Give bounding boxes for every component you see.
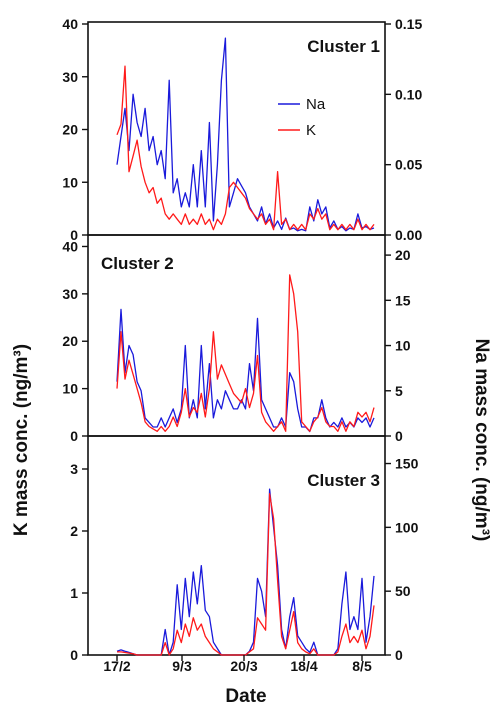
left-tick-label: 3 bbox=[70, 461, 78, 477]
x-tick-label: 17/2 bbox=[103, 658, 130, 674]
right-tick-label: 0 bbox=[395, 428, 403, 444]
right-tick-label: 20 bbox=[395, 247, 411, 263]
left-tick-label: 0 bbox=[70, 647, 78, 663]
left-tick-label: 1 bbox=[70, 585, 78, 601]
series-line-k bbox=[117, 493, 375, 656]
series-line-na bbox=[116, 37, 375, 232]
left-tick-label: 40 bbox=[62, 16, 78, 32]
y-axis-label-left: K mass conc. (ng/m³) bbox=[11, 344, 32, 536]
series-line-k bbox=[116, 274, 375, 432]
right-tick-label: 0.15 bbox=[395, 16, 422, 32]
right-tick-label: 50 bbox=[395, 583, 411, 599]
left-tick-label: 30 bbox=[62, 69, 78, 85]
left-tick-label: 30 bbox=[62, 286, 78, 302]
left-tick-label: 40 bbox=[62, 238, 78, 254]
left-tick-label: 20 bbox=[62, 333, 78, 349]
panel-title-cluster-3: Cluster 3 bbox=[307, 471, 380, 490]
x-axis-label: Date bbox=[225, 686, 266, 707]
panel-title-cluster-2: Cluster 2 bbox=[101, 254, 174, 273]
left-tick-label: 10 bbox=[62, 174, 78, 190]
series-line-k bbox=[116, 65, 375, 231]
right-tick-label: 15 bbox=[395, 292, 411, 308]
x-tick-label: 20/3 bbox=[230, 658, 257, 674]
y-axis-label-right: Na mass conc. (ng/m³) bbox=[471, 339, 492, 542]
x-tick-label: 9/3 bbox=[172, 658, 192, 674]
left-tick-label: 0 bbox=[70, 227, 78, 243]
x-tick-label: 8/5 bbox=[352, 658, 372, 674]
panel-title-cluster-1: Cluster 1 bbox=[307, 37, 380, 56]
left-tick-label: 10 bbox=[62, 381, 78, 397]
legend-label-na: Na bbox=[306, 96, 326, 113]
left-tick-label: 0 bbox=[70, 428, 78, 444]
right-tick-label: 0.05 bbox=[395, 157, 422, 173]
right-tick-label: 100 bbox=[395, 519, 419, 535]
left-tick-label: 2 bbox=[70, 523, 78, 539]
legend-label-k: K bbox=[306, 122, 316, 139]
series-line-na bbox=[116, 488, 375, 656]
right-tick-label: 5 bbox=[395, 383, 403, 399]
right-tick-label: 0.00 bbox=[395, 227, 422, 243]
left-tick-label: 20 bbox=[62, 122, 78, 138]
legend: Na K bbox=[278, 96, 326, 139]
right-tick-label: 10 bbox=[395, 338, 411, 354]
right-tick-label: 150 bbox=[395, 456, 419, 472]
right-tick-label: 0 bbox=[395, 647, 403, 663]
panels: 0102030400.000.050.100.15010203040051015… bbox=[62, 16, 422, 663]
x-tick-label: 18/4 bbox=[290, 658, 317, 674]
right-tick-label: 0.10 bbox=[395, 86, 422, 102]
series-line-na bbox=[116, 308, 375, 433]
